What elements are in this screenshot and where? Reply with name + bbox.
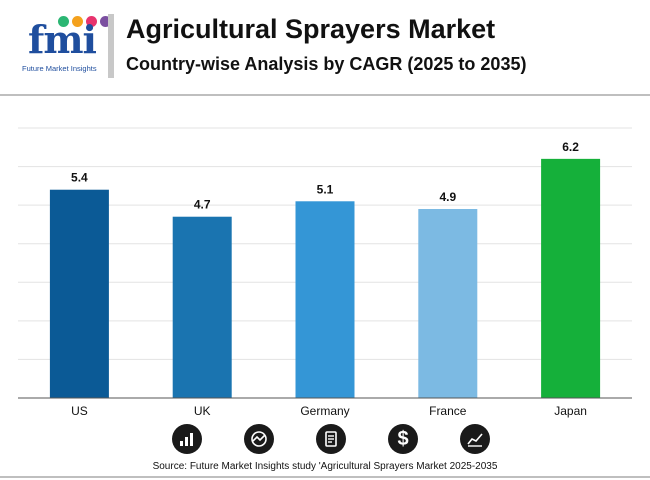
bar-value-label: 5.4: [71, 171, 88, 185]
header-rule: [0, 94, 650, 96]
trend-chart-icon: [460, 424, 490, 454]
x-tick-label: Germany: [300, 404, 349, 418]
x-tick-label: US: [71, 404, 88, 418]
fmi-logo: fmi Future Market Insights: [22, 10, 112, 73]
x-tick-label: Japan: [554, 404, 587, 418]
source-note: Source: Future Market Insights study 'Ag…: [152, 461, 498, 472]
bar-value-label: 4.9: [439, 190, 456, 204]
bar-value-label: 4.7: [194, 198, 211, 212]
bar: [49, 189, 109, 398]
x-tick-label: UK: [194, 404, 211, 418]
logo-dot: [86, 16, 97, 27]
bar: [418, 209, 478, 398]
header: fmi Future Market Insights Agricultural …: [0, 0, 650, 96]
logo-dot: [58, 16, 69, 27]
logo-dot: [72, 16, 83, 27]
logo-letters: fmi: [28, 17, 97, 62]
bar: [541, 158, 601, 398]
header-divider: [108, 14, 114, 78]
x-tick-label: France: [429, 404, 467, 418]
globe-chart-icon: [244, 424, 274, 454]
chart-subtitle: Country-wise Analysis by CAGR (2025 to 2…: [126, 54, 527, 74]
bar-value-label: 5.1: [317, 182, 334, 196]
icon-row: $: [0, 424, 650, 456]
chart-title: Agricultural Sprayers Market: [126, 14, 496, 44]
bar-value-label: 6.2: [562, 140, 579, 154]
bar-chart-icon: [172, 424, 202, 454]
document-icon: [316, 424, 346, 454]
bar-chart: 5.4 US 4.7 UK 5.1 Germany 4.9 France 6.2 Japan: [18, 127, 632, 418]
footer-rule: [0, 476, 650, 478]
logo-subtitle: Future Market Insights: [22, 64, 97, 73]
bar: [172, 216, 232, 398]
dollar-icon: $: [388, 424, 418, 454]
logo-dot: [100, 16, 111, 27]
bar: [295, 201, 355, 398]
